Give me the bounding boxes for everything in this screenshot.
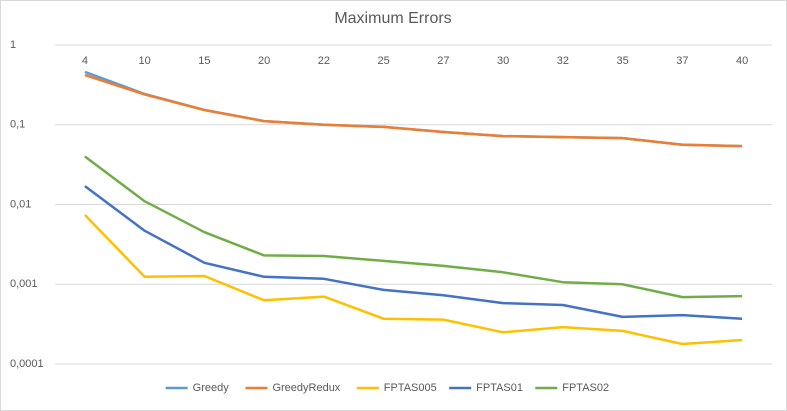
x-tick-label: 25 bbox=[378, 55, 390, 67]
x-tick-label: 22 bbox=[318, 55, 330, 67]
legend-label: FPTAS005 bbox=[384, 382, 437, 394]
x-tick-label: 37 bbox=[676, 55, 688, 67]
x-tick-label: 40 bbox=[736, 55, 748, 67]
x-tick-label: 27 bbox=[437, 55, 449, 67]
y-tick-label: 0,001 bbox=[10, 278, 38, 290]
chart-title: Maximum Errors bbox=[334, 10, 451, 27]
x-tick-label: 32 bbox=[557, 55, 569, 67]
legend-label: GreedyRedux bbox=[272, 382, 340, 394]
legend-label: FPTAS01 bbox=[476, 382, 523, 394]
legend-label: Greedy bbox=[193, 382, 230, 394]
y-tick-label: 1 bbox=[10, 39, 16, 51]
series-line bbox=[84, 73, 743, 148]
series-line bbox=[84, 185, 743, 320]
x-tick-label: 20 bbox=[258, 55, 270, 67]
x-tick-label: 15 bbox=[198, 55, 210, 67]
legend-label: FPTAS02 bbox=[562, 382, 609, 394]
y-tick-label: 0,01 bbox=[10, 198, 31, 210]
x-tick-label: 35 bbox=[617, 55, 629, 67]
series-line bbox=[84, 214, 743, 346]
x-tick-label: 30 bbox=[497, 55, 509, 67]
y-tick-label: 0,1 bbox=[10, 119, 25, 131]
x-tick-label: 4 bbox=[82, 55, 88, 67]
x-tick-label: 10 bbox=[139, 55, 151, 67]
series-line bbox=[84, 155, 743, 299]
y-tick-label: 0,0001 bbox=[10, 358, 44, 370]
